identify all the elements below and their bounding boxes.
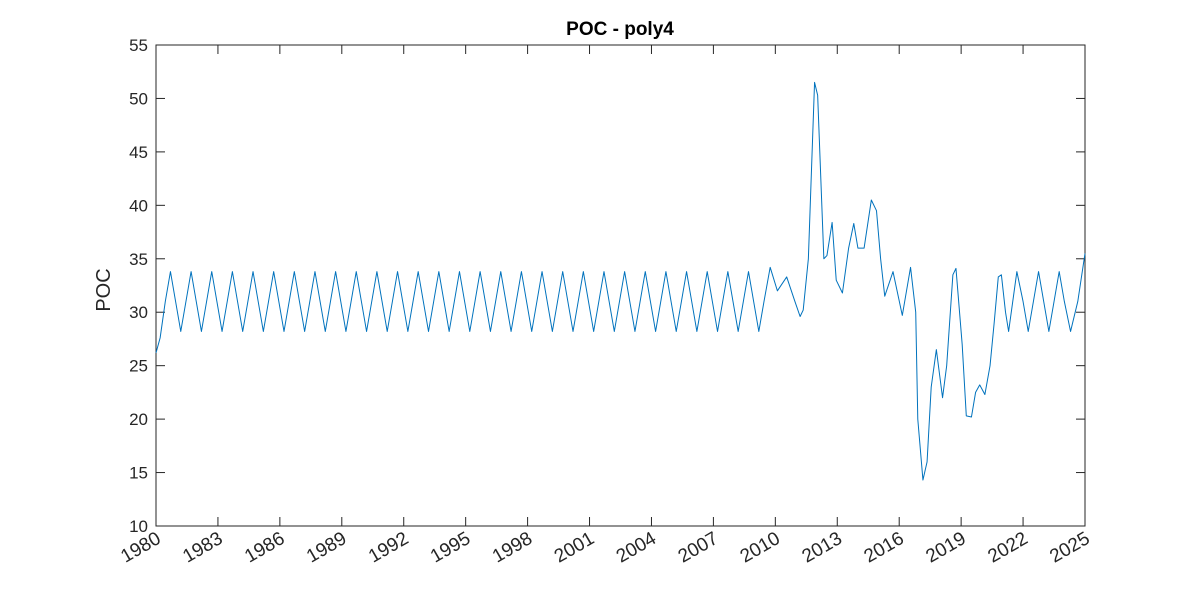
y-tick-label: 10	[129, 517, 148, 536]
y-tick-label: 15	[129, 464, 148, 483]
plot-area	[155, 44, 1086, 527]
y-axis-label: POC	[93, 268, 115, 311]
y-tick-label: 35	[129, 250, 148, 269]
y-tick-label: 50	[129, 89, 148, 108]
y-tick-label: 20	[129, 410, 148, 429]
line-series	[155, 81, 1086, 481]
chart-title: POC - poly4	[566, 19, 674, 40]
y-tick-label: 45	[129, 143, 148, 162]
y-tick-label: 25	[129, 357, 148, 376]
y-tick-label: 55	[129, 36, 148, 55]
y-tick-label: 30	[129, 303, 148, 322]
y-tick-label: 40	[129, 196, 148, 215]
